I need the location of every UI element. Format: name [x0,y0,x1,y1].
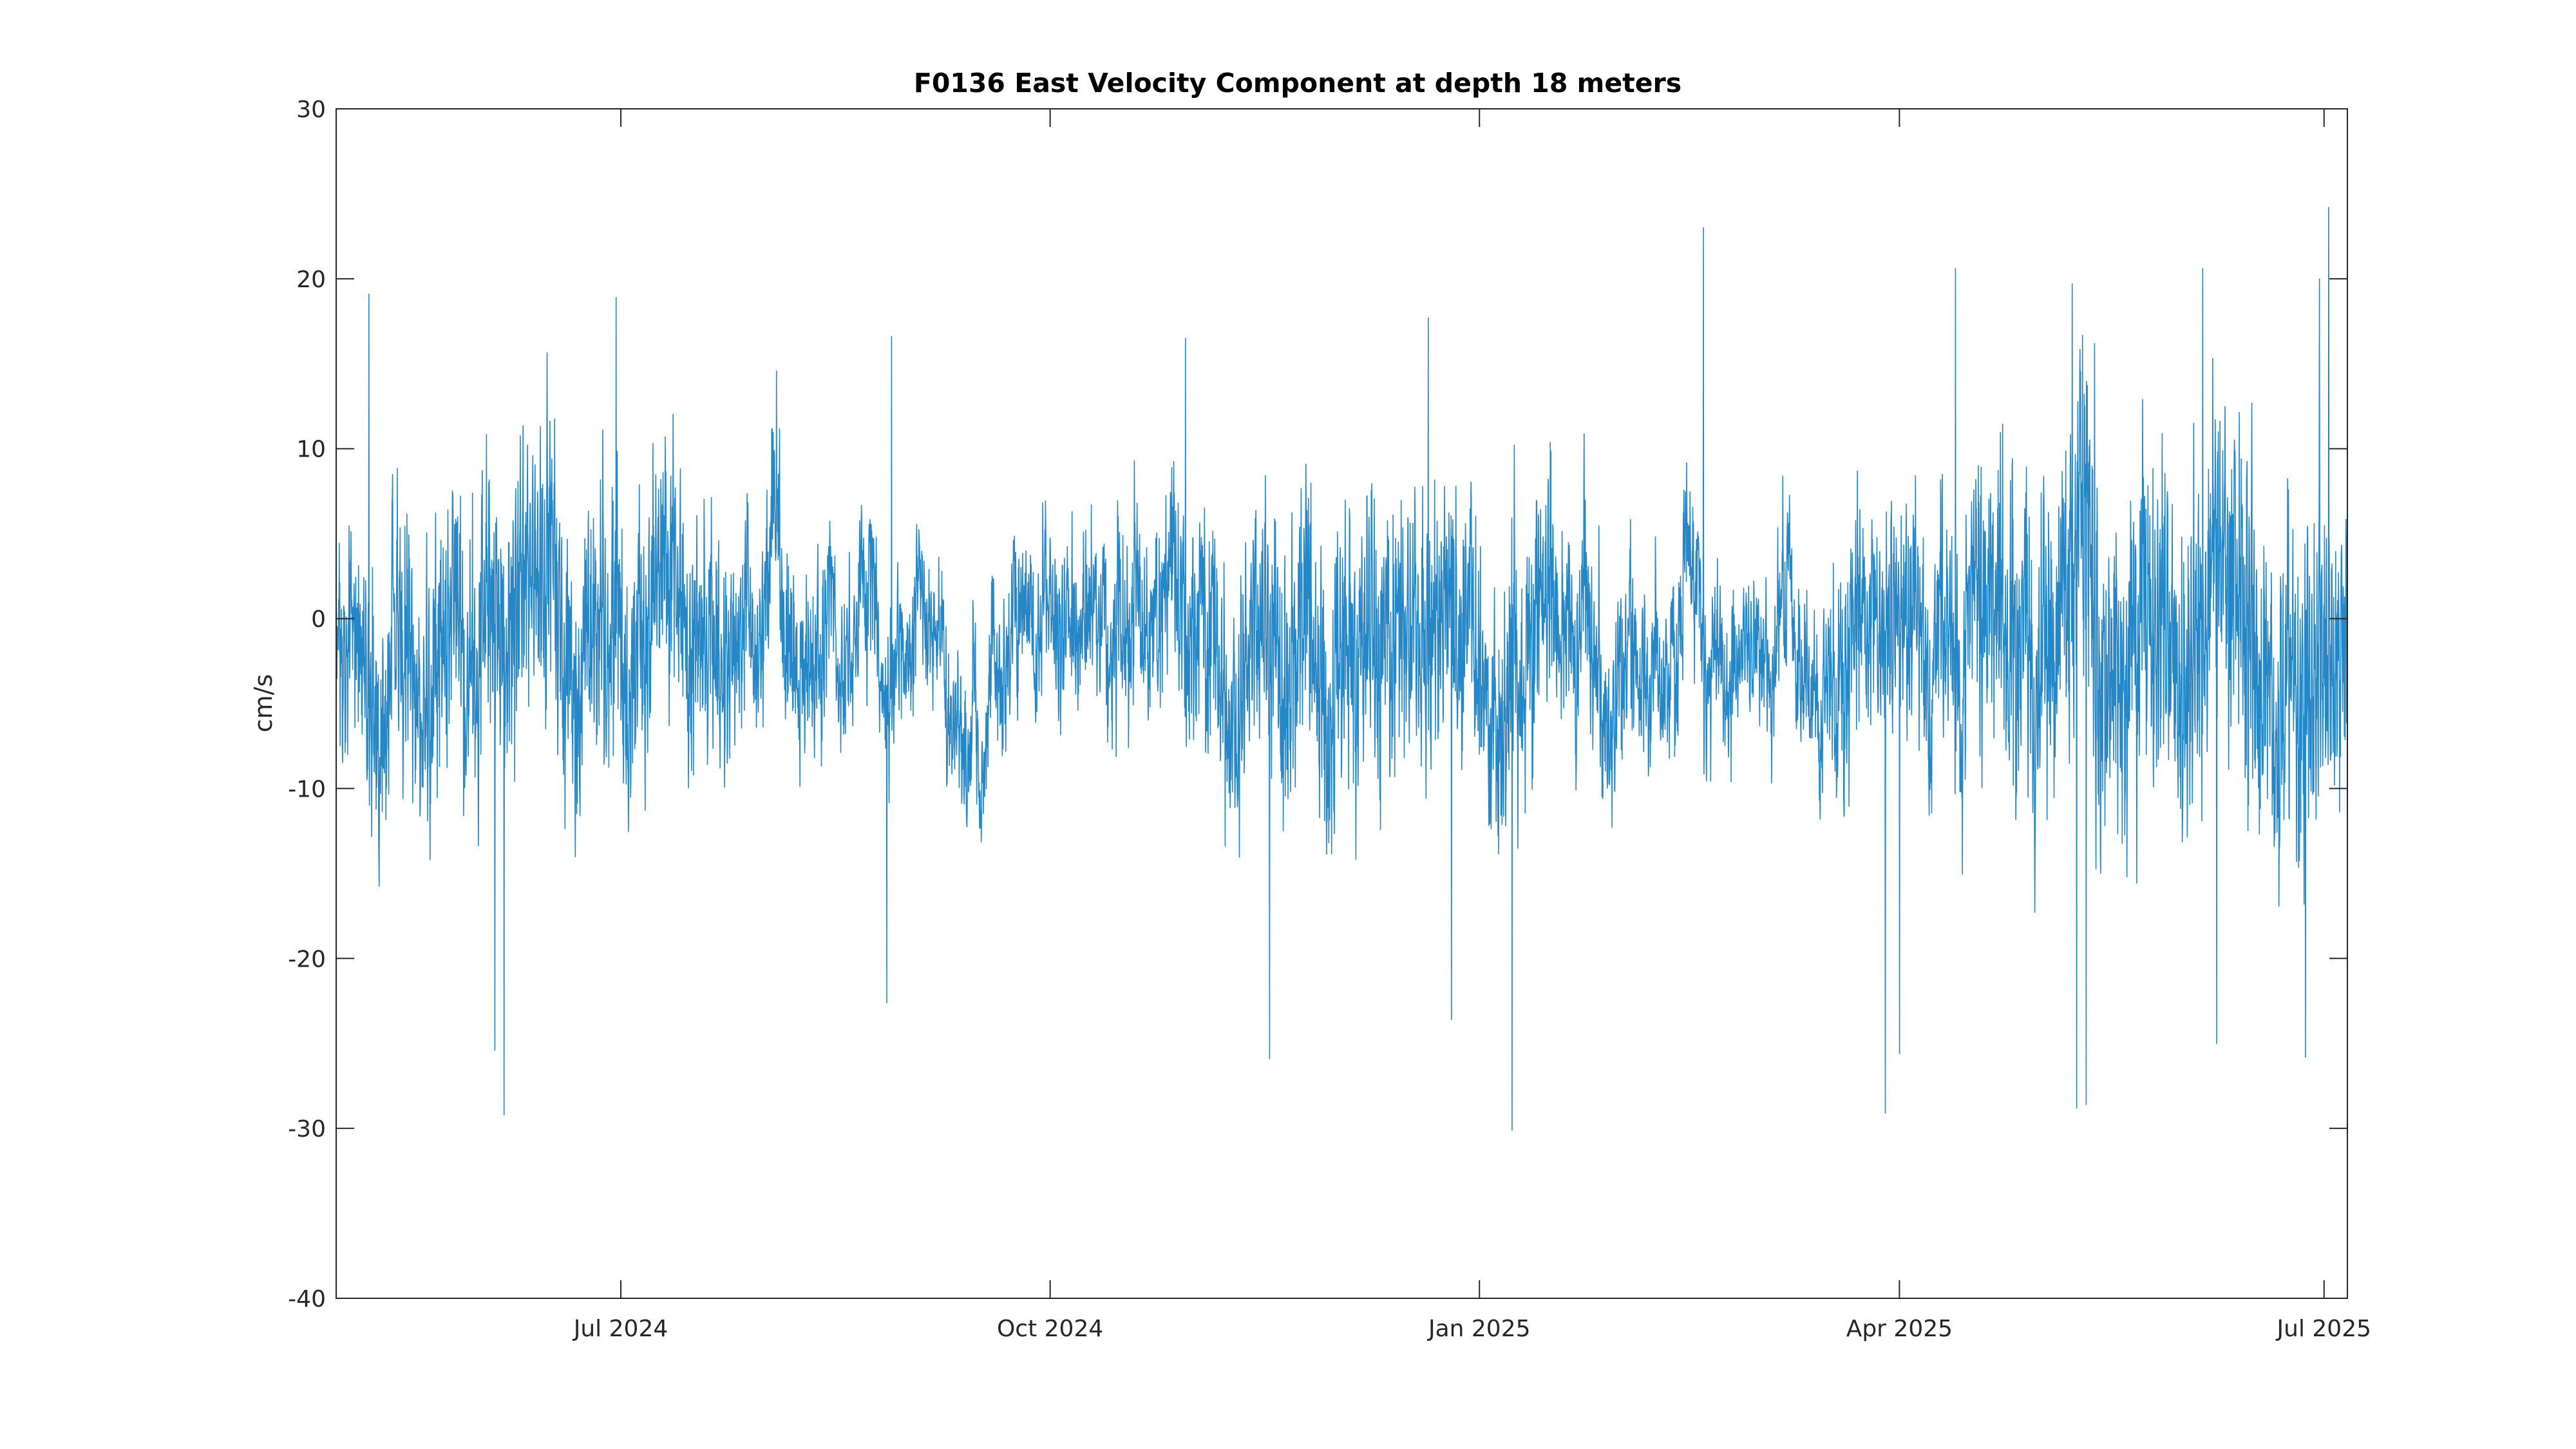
y-tick-label: -20 [288,946,326,972]
y-tick-label: -40 [288,1286,326,1312]
y-tick-label: -30 [288,1116,326,1142]
y-tick-label: 20 [296,267,326,293]
x-tick-label: Jan 2025 [1427,1316,1531,1342]
y-axis: 30 20 10 0 -10 -20 -30 -40 [288,97,2347,1312]
plot-area [336,108,2348,1299]
series-layer [336,207,2348,1131]
x-tick-label: Jul 2025 [2276,1316,2372,1342]
y-axis-label: cm/s [249,674,278,733]
series-line [336,207,2348,1131]
x-tick-label: Oct 2024 [997,1316,1103,1342]
y-tick-label: 30 [296,97,326,123]
axes-box [336,108,2348,1299]
chart-title: F0136 East Velocity Component at depth 1… [914,68,1681,99]
y-tick-label: -10 [288,776,326,802]
x-tick-label: Apr 2025 [1846,1316,1953,1342]
y-tick-label: 10 [296,437,326,463]
x-tick-label: Jul 2024 [573,1316,668,1342]
x-axis: Jul 2024 Oct 2024 Jan 2025 Apr 2025 Jul 2025 [573,109,2371,1342]
y-tick-label: 0 [311,607,326,633]
